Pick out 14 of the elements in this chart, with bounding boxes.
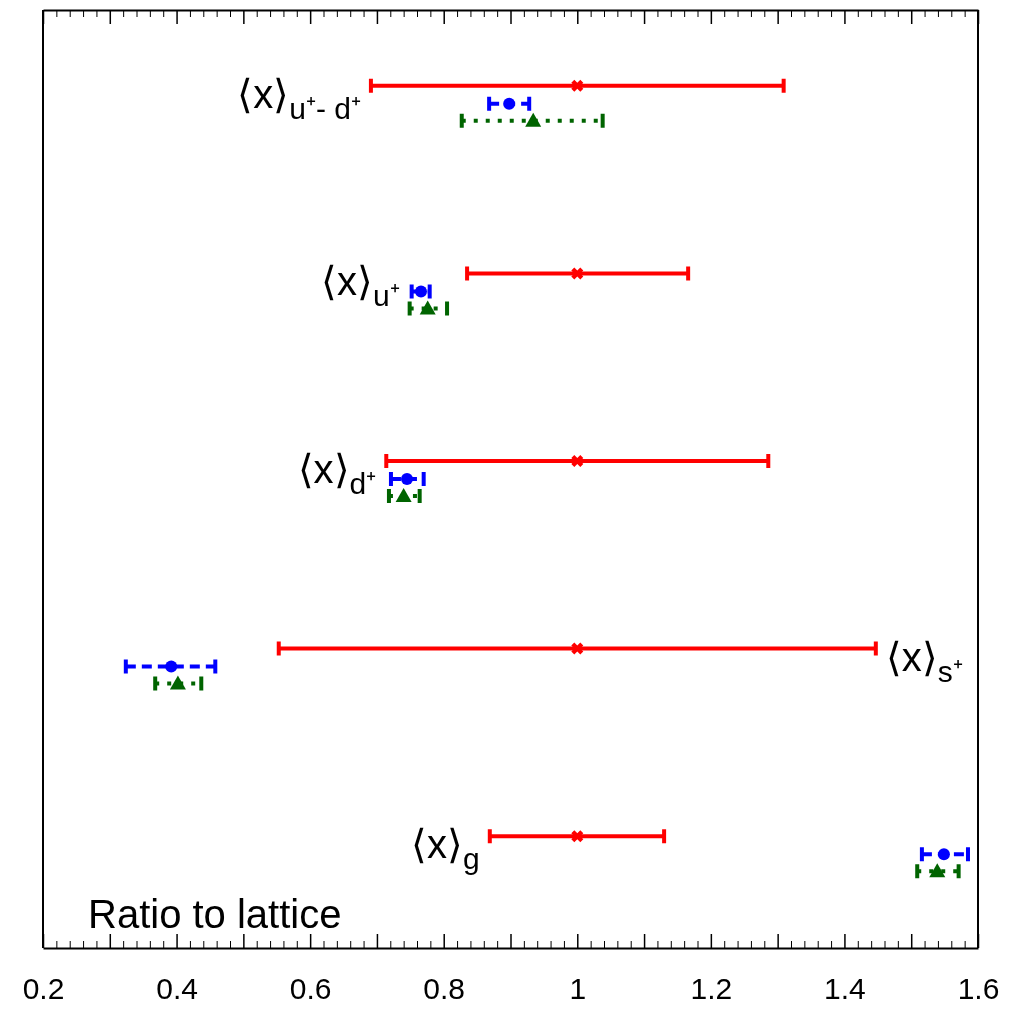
x-tick-label: 1.6 — [957, 972, 1000, 1006]
y-tick-label: ⟨x⟩$_{u⁺- d⁺}$ — [237, 71, 361, 125]
x-tick-label: 1 — [569, 972, 587, 1006]
x-tick-label: 0.6 — [289, 972, 332, 1006]
annotation: Ratio to lattice — [88, 892, 342, 936]
y-tick-label: ⟨x⟩$_{s⁺}$ — [885, 634, 963, 688]
y-tick-label: ⟨x⟩$_{g}$ — [411, 822, 480, 875]
x-tick-label: 0.4 — [156, 972, 198, 1006]
x-tick-label: 1.2 — [690, 972, 733, 1006]
y-tick-label: ⟨x⟩$_{u⁺}$ — [320, 259, 400, 312]
x-tick-label: 0.2 — [22, 972, 65, 1006]
x-tick-label: 1.4 — [824, 972, 866, 1006]
y-tick-label: ⟨x⟩$_{d⁺}$ — [297, 447, 377, 500]
x-tick-label: 0.8 — [423, 972, 466, 1006]
